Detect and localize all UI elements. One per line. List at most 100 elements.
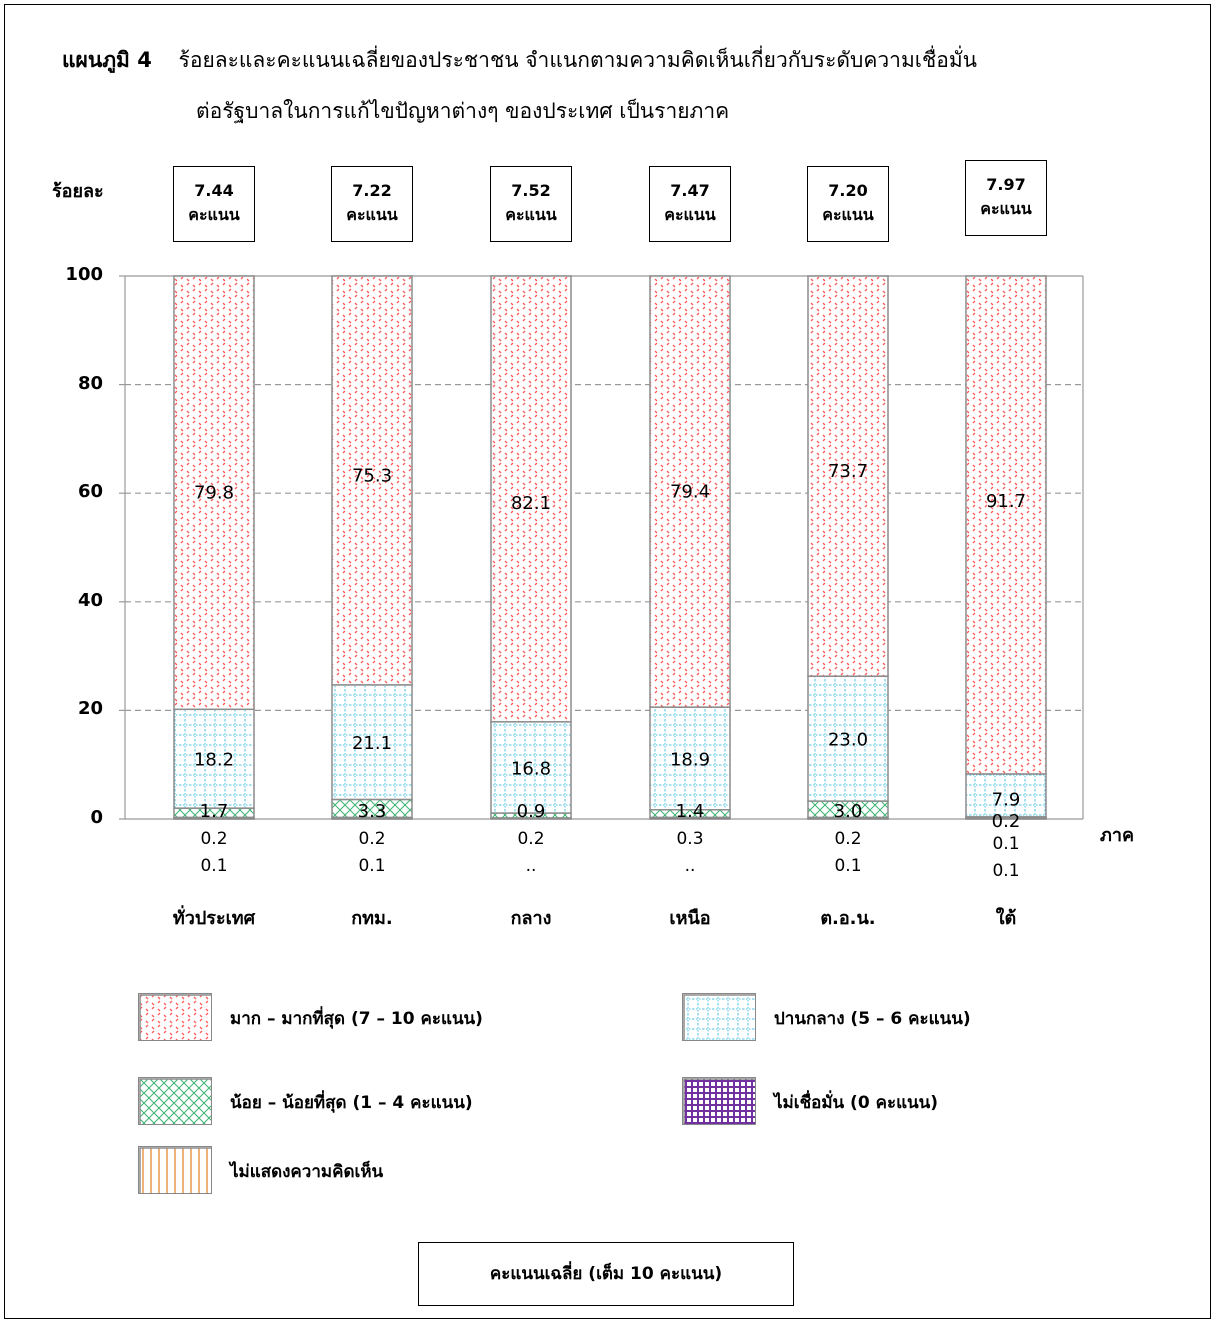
small-values-1: 0.2 0.1 <box>332 826 412 880</box>
bar-segment-high <box>965 275 1047 775</box>
data-label-neutral: 7.9 <box>992 789 1021 810</box>
chart-title-line-2: ต่อรัฐบาลในการแก้ไขปัญหาต่างๆ ของประเทศ … <box>196 99 730 123</box>
average-score-unit: คะแนน <box>188 205 240 224</box>
bar-segment-neutral <box>965 773 1047 818</box>
bar-segment-high <box>649 275 731 708</box>
legend-label: น้อย – น้อยที่สุด (1 – 4 คะแนน) <box>230 1093 473 1113</box>
average-score-box: 7.52 คะแนน <box>490 166 572 242</box>
legend-swatch-low <box>138 1077 212 1125</box>
y-tick-label: 20 <box>77 698 103 720</box>
bar-segment-neutral <box>649 706 731 811</box>
y-tick-label: 60 <box>77 481 103 503</box>
data-label-low: 3.0 <box>834 801 863 822</box>
data-label-low: 0.9 <box>517 801 546 822</box>
x-category-label: กทม. <box>351 908 393 929</box>
average-score-box: 7.47 คะแนน <box>649 166 731 242</box>
bar-segment-neutral <box>490 721 572 814</box>
chart-frame <box>4 4 1211 1319</box>
chart-title-line-1: แผนภูมิ 4 ร้อยละและคะแนนเฉลี่ยของประชาชน… <box>62 44 977 77</box>
average-score-unit: คะแนน <box>505 205 557 224</box>
data-label-high: 82.1 <box>511 493 551 514</box>
average-score-value: 7.20 <box>828 181 868 200</box>
data-label-neutral: 18.9 <box>670 749 710 770</box>
data-label-no-opinion: 0.1 <box>992 861 1020 881</box>
data-label-none: 0.2 <box>517 829 545 849</box>
data-label-low: 3.3 <box>358 801 387 822</box>
data-label-high: 75.3 <box>352 465 392 486</box>
average-score-value: 7.22 <box>352 181 392 200</box>
bar-segment-high <box>807 275 889 677</box>
small-values-0: 0.2 0.1 <box>174 826 254 880</box>
data-label-no-opinion: .. <box>684 856 696 876</box>
data-label-no-opinion: 0.1 <box>992 834 1020 854</box>
data-label-low: 1.7 <box>200 801 229 822</box>
data-label-none: 0.2 <box>358 829 386 849</box>
data-label-high: 73.7 <box>828 461 868 482</box>
average-score-unit: คะแนน <box>822 205 874 224</box>
average-score-value: 7.47 <box>670 181 710 200</box>
legend-label: มาก – มากที่สุด (7 – 10 คะแนน) <box>230 1009 483 1029</box>
chart-title-text: ร้อยละและคะแนนเฉลี่ยของประชาชน จำแนกตามค… <box>178 48 978 72</box>
x-category-label: ต.อ.น. <box>820 908 876 929</box>
x-category-label: เหนือ <box>669 908 711 929</box>
average-score-unit: คะแนน <box>664 205 716 224</box>
data-label-high: 79.4 <box>670 482 710 503</box>
data-label-neutral: 18.2 <box>194 750 234 771</box>
average-score-box: 7.97 คะแนน <box>965 160 1047 236</box>
legend-label: ปานกลาง (5 – 6 คะแนน) <box>774 1009 971 1029</box>
average-score-value: 7.52 <box>511 181 551 200</box>
average-score-unit: คะแนน <box>980 199 1032 218</box>
data-label-no-opinion: .. <box>525 856 537 876</box>
bar-segment-high <box>490 275 572 723</box>
bar-segment-neutral <box>807 675 889 802</box>
legend-label: ไม่แสดงความคิดเห็น <box>230 1162 384 1182</box>
data-label-neutral: 16.8 <box>511 758 551 779</box>
legend-label: ไม่เชื่อมั่น (0 คะแนน) <box>774 1093 939 1113</box>
x-category-label: กลาง <box>510 908 552 929</box>
small-values-4: 0.2 0.1 <box>808 826 888 880</box>
data-label-none: 0.3 <box>676 829 704 849</box>
small-values-3: 0.3.. <box>650 826 730 880</box>
legend-item-no_opinion: ไม่แสดงความคิดเห็น <box>138 1146 618 1196</box>
legend-item-neutral: ปานกลาง (5 – 6 คะแนน) <box>682 993 1162 1043</box>
average-score-box: 7.20 คะแนน <box>807 166 889 242</box>
bar-segment-neutral <box>331 684 413 801</box>
small-values-2: 0.2.. <box>491 826 571 880</box>
x-category-label: ทั่วประเทศ <box>172 908 256 929</box>
x-axis-title: ภาค <box>1100 825 1135 846</box>
data-label-high: 91.7 <box>986 491 1026 512</box>
data-label-no-opinion: 0.1 <box>834 856 862 876</box>
data-label-low: 1.4 <box>676 801 705 822</box>
data-label-neutral: 21.1 <box>352 733 392 754</box>
average-score-box: 7.22 คะแนน <box>331 166 413 242</box>
data-label-high: 79.8 <box>194 483 234 504</box>
bar-segment-neutral <box>173 708 255 809</box>
data-label-low: 0.2 <box>992 811 1021 832</box>
y-tick-label: 80 <box>77 372 103 394</box>
y-tick-label: 100 <box>65 264 103 285</box>
data-label-none: 0.2 <box>200 829 228 849</box>
legend-item-none: ไม่เชื่อมั่น (0 คะแนน) <box>682 1077 1162 1127</box>
bar-segment-high <box>173 275 255 711</box>
y-axis-title: ร้อยละ <box>52 181 104 202</box>
legend-swatch-neutral <box>682 993 756 1041</box>
legend-item-low: น้อย – น้อยที่สุด (1 – 4 คะแนน) <box>138 1077 618 1127</box>
data-label-none: 0.2 <box>834 829 862 849</box>
legend-item-high: มาก – มากที่สุด (7 – 10 คะแนน) <box>138 993 618 1043</box>
data-label-neutral: 23.0 <box>828 730 868 751</box>
x-category-label: ใต้ <box>995 908 1017 929</box>
average-score-value: 7.44 <box>194 181 234 200</box>
average-score-value: 7.97 <box>986 175 1026 194</box>
legend-swatch-no_opinion <box>138 1146 212 1194</box>
y-tick-label: 0 <box>90 807 103 828</box>
y-tick-label: 40 <box>77 589 103 611</box>
average-score-note: คะแนนเฉลี่ย (เต็ม 10 คะแนน) <box>418 1242 794 1306</box>
chart-number: แผนภูมิ 4 <box>62 48 152 72</box>
legend-swatch-none <box>682 1077 756 1125</box>
legend-swatch-high <box>138 993 212 1041</box>
average-score-unit: คะแนน <box>346 205 398 224</box>
average-score-box: 7.44 คะแนน <box>173 166 255 242</box>
bar-segment-high <box>331 275 413 686</box>
small-values-5: 0.10.10.1 <box>966 831 1046 885</box>
